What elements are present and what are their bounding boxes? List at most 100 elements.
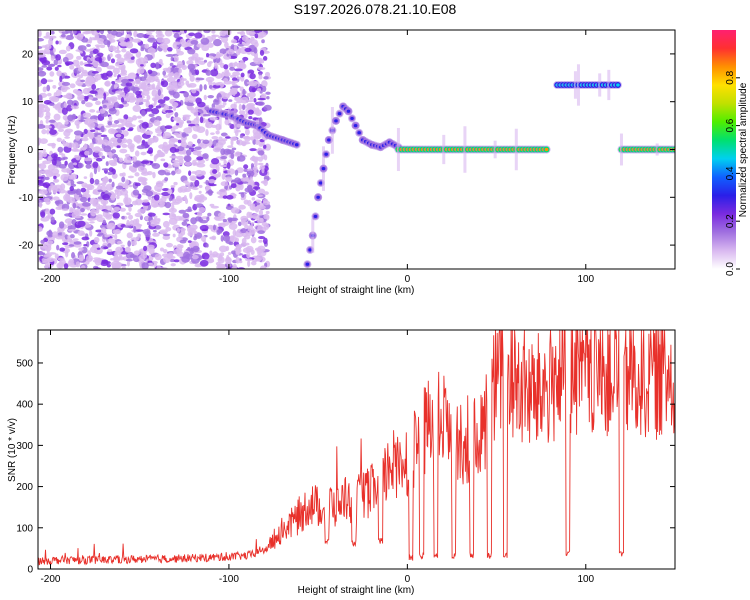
noise-blob bbox=[145, 32, 153, 36]
noise-blob bbox=[49, 35, 57, 39]
noise-blob bbox=[195, 203, 204, 208]
noise-blob bbox=[155, 153, 159, 159]
noise-blob bbox=[53, 178, 60, 183]
noise-blob bbox=[57, 257, 65, 261]
noise-blob bbox=[236, 167, 244, 174]
noise-blob bbox=[253, 52, 259, 59]
noise-blob bbox=[83, 157, 93, 162]
noise-blob bbox=[169, 258, 176, 263]
noise-blob bbox=[138, 81, 147, 89]
noise-blob bbox=[137, 165, 145, 172]
noise-blob bbox=[137, 57, 145, 65]
x-tick-label: -200 bbox=[40, 574, 60, 585]
noise-blob bbox=[97, 52, 104, 57]
noise-blob bbox=[164, 172, 171, 176]
noise-blob bbox=[110, 194, 116, 201]
noise-blob bbox=[125, 33, 131, 40]
noise-blob bbox=[103, 176, 109, 184]
noise-blob bbox=[248, 82, 254, 87]
noise-blob bbox=[249, 174, 253, 182]
noise-blob bbox=[41, 245, 48, 249]
noise-blob bbox=[141, 180, 148, 186]
noise-blob bbox=[231, 80, 239, 84]
noise-blob bbox=[227, 251, 232, 255]
noise-blob bbox=[225, 176, 233, 182]
noise-blob bbox=[114, 188, 119, 195]
noise-blob bbox=[172, 198, 177, 204]
noise-blob bbox=[165, 68, 171, 73]
noise-blob bbox=[202, 153, 209, 160]
y-tick-label: -10 bbox=[19, 193, 34, 204]
noise-blob bbox=[257, 162, 264, 166]
noise-blob bbox=[107, 45, 117, 52]
noise-blob bbox=[187, 206, 192, 212]
noise-blob bbox=[132, 38, 142, 43]
noise-blob bbox=[264, 71, 271, 78]
noise-blob bbox=[39, 189, 48, 195]
noise-blob bbox=[251, 155, 256, 161]
noise-blob bbox=[165, 109, 174, 113]
noise-blob bbox=[164, 201, 172, 209]
noise-blob bbox=[220, 148, 226, 155]
noise-blob bbox=[103, 210, 112, 213]
noise-blob bbox=[163, 96, 170, 101]
noise-blob bbox=[46, 84, 51, 92]
x-tick-label: 0 bbox=[405, 574, 411, 585]
noise-blob bbox=[172, 91, 180, 99]
noise-blob bbox=[73, 215, 82, 219]
noise-blob bbox=[126, 41, 131, 47]
noise-blob bbox=[146, 170, 153, 176]
noise-blob bbox=[102, 104, 107, 109]
noise-blob bbox=[258, 236, 266, 240]
noise-blob bbox=[179, 185, 188, 193]
noise-blob bbox=[38, 103, 46, 111]
noise-blob bbox=[77, 45, 87, 51]
noise-blob bbox=[222, 231, 230, 237]
noise-blob bbox=[251, 197, 256, 201]
noise-blob bbox=[118, 76, 123, 81]
noise-blob bbox=[94, 44, 101, 47]
noise-blob bbox=[100, 182, 107, 187]
noise-blob bbox=[100, 61, 109, 68]
noise-blob bbox=[229, 217, 239, 222]
snr-axes: -200 -100 0 100 0 100 200 300 400 500 bbox=[16, 330, 675, 585]
noise-blob bbox=[46, 169, 51, 173]
noise-blob bbox=[134, 182, 141, 187]
noise-blob bbox=[209, 116, 218, 121]
noise-blob bbox=[171, 203, 175, 211]
noise-blob bbox=[147, 260, 153, 263]
noise-blob bbox=[196, 156, 204, 161]
colorbar-label: Normalized spectral amplitude bbox=[738, 82, 749, 217]
noise-blob bbox=[98, 151, 103, 157]
noise-blob bbox=[174, 111, 179, 118]
noise-blob bbox=[151, 89, 158, 97]
noise-blob bbox=[262, 200, 271, 206]
noise-blob bbox=[64, 218, 74, 224]
noise-blob bbox=[159, 230, 167, 235]
noise-blob bbox=[190, 176, 196, 182]
noise-blob bbox=[90, 129, 96, 133]
noise-blob bbox=[112, 67, 120, 75]
noise-blob bbox=[63, 102, 68, 108]
noise-blob bbox=[247, 199, 252, 207]
noise-blob bbox=[108, 178, 112, 183]
noise-blob bbox=[102, 139, 109, 146]
noise-blob bbox=[253, 57, 263, 65]
noise-blob bbox=[249, 39, 258, 45]
noise-blob bbox=[253, 131, 263, 139]
noise-blob bbox=[58, 49, 67, 55]
noise-blob bbox=[45, 253, 53, 257]
noise-blob bbox=[263, 154, 268, 161]
noise-blob bbox=[263, 178, 268, 187]
noise-blob bbox=[104, 205, 113, 210]
noise-blob bbox=[76, 55, 82, 60]
noise-blob bbox=[113, 102, 120, 109]
noise-blob bbox=[137, 208, 146, 214]
noise-blob bbox=[230, 136, 238, 142]
noise-blob bbox=[210, 225, 214, 232]
noise-blob bbox=[181, 64, 187, 70]
noise-blob bbox=[223, 235, 231, 242]
noise-blob bbox=[177, 243, 182, 248]
noise-blob bbox=[249, 73, 256, 80]
noise-blob bbox=[63, 263, 69, 269]
